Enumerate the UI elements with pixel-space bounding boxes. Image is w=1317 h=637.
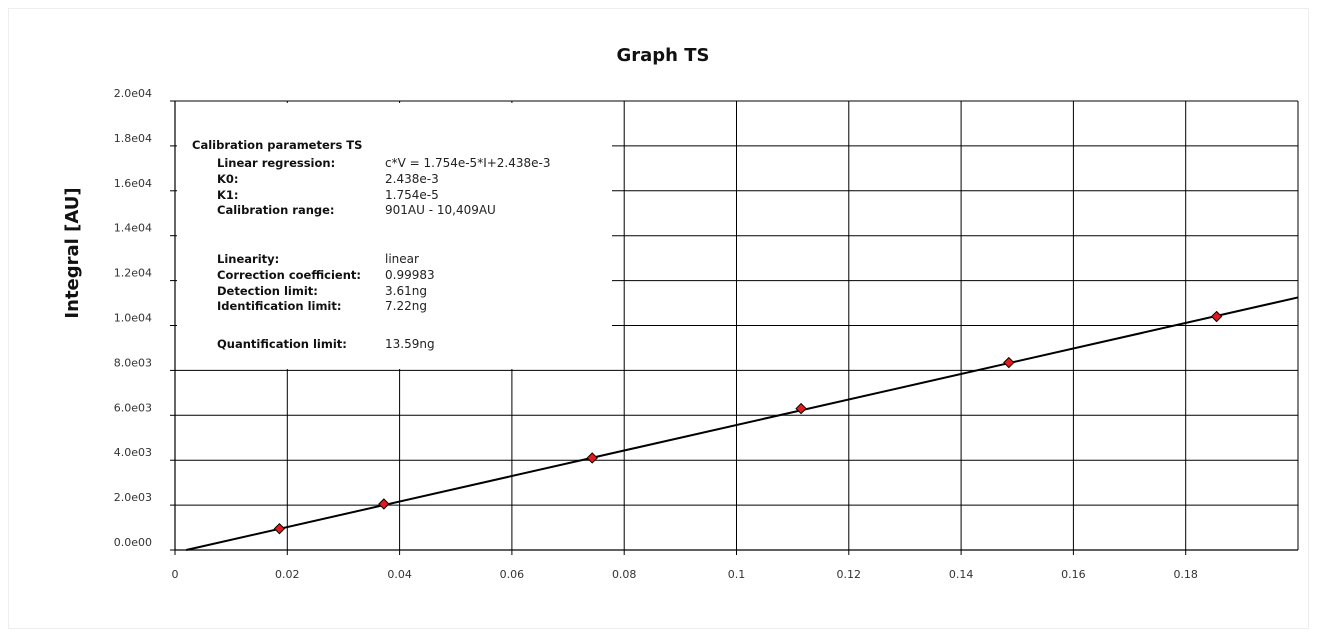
chart-svg: Graph TS Integral [AU] 0 0.02 0.04 0.06 0.08… [62,45,1299,581]
x-tick-label: 0.18 [1173,568,1198,581]
info-box-value: 901AU - 10,409AU [385,203,496,217]
data-point-marker [795,402,807,415]
data-point-marker [586,452,598,464]
info-box-label: Linearity: [217,252,279,266]
y-tick-label: 2.0e03 [114,491,152,504]
y-tick-label: 8.0e03 [114,356,152,369]
x-tick-label: 0.02 [275,568,300,581]
info-box-value: linear [385,252,419,266]
regression-line-path [186,296,1299,551]
y-tick-label: 6.0e03 [114,401,152,414]
x-tick-label: 0.06 [500,568,525,581]
tick-labels: 0 0.02 0.04 0.06 0.08 0.1 0.12 0.14 0.16 0.18 0.0e… [114,87,1198,581]
info-box-label: Detection limit: [217,284,318,298]
info-box-label: K0: [217,172,239,186]
y-tick-label: 1.4e04 [114,222,152,235]
info-box-value: 3.61ng [385,284,427,298]
x-tick-label: 0.1 [728,568,746,581]
y-axis-label: Integral [AU] [62,187,83,318]
info-box-label: Identification limit: [217,299,341,313]
info-box-value: 0.99983 [385,268,435,282]
chart-title: Graph TS [616,45,709,66]
info-box-label: K1: [217,188,239,202]
x-tick-label: 0.04 [387,568,412,581]
y-tick-label: 0.0e00 [114,536,152,549]
info-box-value: 2.438e-3 [385,172,439,186]
y-tick-label: 1.8e04 [114,132,152,145]
info-box-value: 13.59ng [385,337,435,351]
info-box-label: Correction coefficient: [217,268,361,282]
calibration-info-box: Calibration parameters TS Linear regressi… [177,103,612,369]
x-tick-label: 0.16 [1061,568,1086,581]
x-tick-label: 0.14 [949,568,974,581]
info-box-label: Calibration range: [217,203,335,217]
y-tick-label: 1.0e04 [114,312,152,325]
info-box-panel [177,103,612,369]
info-box-value: 1.754e-5 [385,188,439,202]
y-tick-label: 1.6e04 [114,177,152,190]
y-tick-label: 2.0e04 [114,87,152,100]
info-box-label: Linear regression: [217,156,335,170]
y-tick-label: 1.2e04 [114,267,152,280]
data-point-marker [273,522,286,535]
info-box-value: c*V = 1.754e-5*I+2.438e-3 [385,156,551,170]
x-tick-label: 0.08 [612,568,637,581]
axes [170,100,1298,555]
y-tick-label: 4.0e03 [114,446,152,459]
data-point-marker [1003,356,1015,369]
chart-frame: Graph TS Integral [AU] 0 0.02 0.04 0.06 0.08… [8,8,1309,629]
data-point-marker [1210,310,1223,323]
x-tick-label: 0 [172,568,179,581]
grid [175,100,1299,550]
x-tick-label: 0.12 [837,568,862,581]
info-box-label: Quantification limit: [217,337,347,351]
regression-line [186,296,1299,551]
info-box-title: Calibration parameters TS [192,138,362,152]
data-point-marker [378,498,390,510]
info-box-value: 7.22ng [385,299,427,313]
data-points [273,310,1223,535]
